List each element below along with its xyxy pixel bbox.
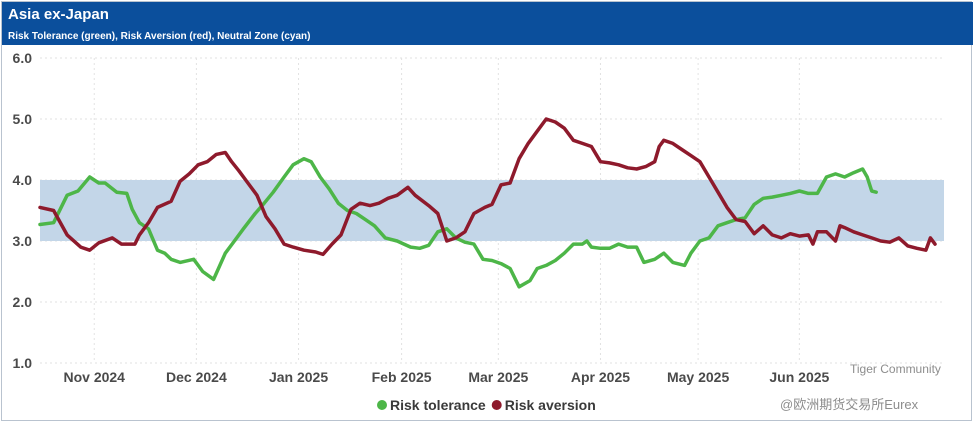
y-tick-label: 2.0 [13, 294, 33, 310]
y-axis: 1.0 2.0 3.0 4.0 5.0 6.0 [13, 50, 33, 371]
watermark-handle: @欧洲期货交易所Eurex [780, 397, 919, 412]
legend-label: Risk tolerance [390, 397, 486, 413]
x-axis: Nov 2024 Dec 2024 Jan 2025 Feb 2025 Mar 2025… [63, 369, 829, 385]
y-tick-label: 3.0 [13, 233, 33, 249]
legend-marker [377, 400, 387, 410]
y-tick-label: 6.0 [13, 50, 33, 66]
legend: Risk tolerance Risk aversion [377, 397, 596, 413]
y-tick-label: 5.0 [13, 111, 33, 127]
watermark-text: Tiger Community [850, 362, 941, 376]
x-tick-label: Jun 2025 [769, 369, 829, 385]
neutral-zone-band [40, 180, 944, 241]
chart-header: Asia ex-Japan Risk Tolerance (green), Ri… [2, 2, 973, 45]
legend-marker [491, 400, 502, 410]
x-tick-label: Apr 2025 [571, 369, 630, 385]
series-line-risk-tolerance [38, 156, 878, 289]
chart-title: Asia ex-Japan [8, 6, 109, 23]
x-tick-label: Dec 2024 [166, 369, 227, 385]
series-lines [38, 117, 937, 289]
chart-subtitle: Risk Tolerance (green), Risk Aversion (r… [8, 31, 311, 42]
x-tick-label: Mar 2025 [468, 369, 528, 385]
series-line-risk-aversion [38, 117, 937, 257]
x-tick-label: Nov 2024 [63, 369, 125, 385]
legend-label: Risk aversion [505, 397, 596, 413]
x-tick-label: Jan 2025 [269, 369, 328, 385]
x-tick-label: Feb 2025 [372, 369, 432, 385]
x-tick-label: May 2025 [667, 369, 729, 385]
y-tick-label: 1.0 [13, 355, 33, 371]
y-tick-label: 4.0 [13, 172, 33, 188]
